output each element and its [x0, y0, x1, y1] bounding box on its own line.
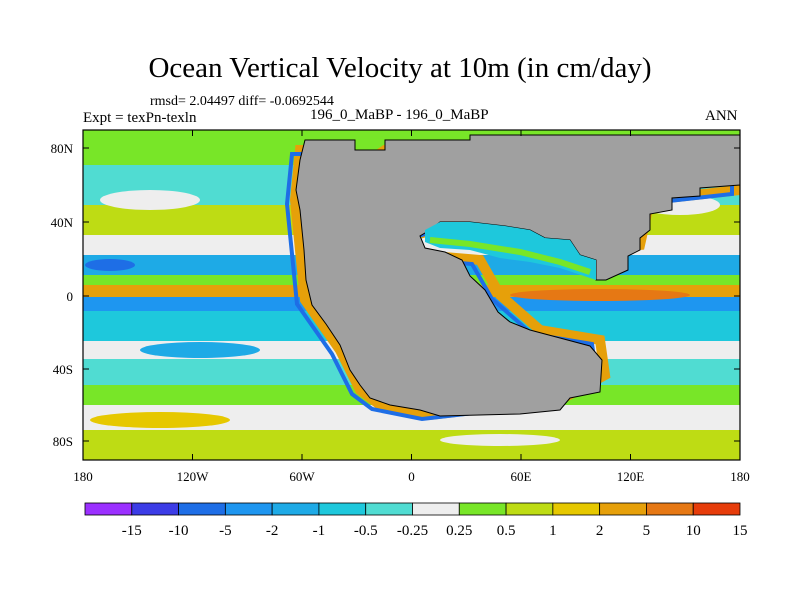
lon-label: 0: [408, 469, 415, 484]
stats-label: rmsd= 2.04497 diff= -0.0692544: [150, 94, 334, 109]
lon-label: 120W: [177, 469, 210, 484]
colorbar-label: 0.25: [446, 523, 472, 539]
lat-label: 40N: [51, 215, 74, 230]
lon-label: 60W: [289, 469, 315, 484]
figure-title: Ocean Vertical Velocity at 10m (in cm/da…: [148, 52, 652, 84]
axis-ticks: 180 120W 60W 0 60E 120E 180 80N 40N 0 40S 80S: [51, 130, 750, 484]
colorbar-label: 0.5: [497, 523, 516, 539]
map-field: [83, 130, 740, 460]
colorbar-swatch: [646, 502, 694, 516]
colorbar-label: -15: [122, 523, 142, 539]
inner-sea-band: [429, 237, 591, 275]
colorbar-swatch: [224, 502, 273, 516]
lat-label: 80S: [53, 434, 73, 449]
colorbar-swatch: [412, 502, 460, 516]
colorbar-swatch: [365, 502, 413, 516]
lon-label: 60E: [511, 469, 532, 484]
case-label: 196_0_MaBP - 196_0_MaBP: [310, 107, 489, 123]
colorbar-swatch: [458, 502, 507, 516]
blob: [90, 412, 230, 428]
colorbar-swatch: [131, 502, 179, 516]
colorbar-swatch: [271, 502, 320, 516]
colorbar-swatch: [692, 502, 741, 516]
lat-label: 0: [67, 289, 74, 304]
land-continent: [295, 134, 740, 417]
colorbar-label: 15: [733, 523, 748, 539]
colorbar-label: 5: [643, 523, 651, 539]
colorbar-label: -0.25: [397, 523, 428, 539]
colorbar-label: 1: [549, 523, 557, 539]
lon-label: 180: [730, 469, 750, 484]
season-label: ANN: [705, 108, 738, 124]
blob: [140, 342, 260, 358]
experiment-label: Expt = texPn-texln: [83, 110, 197, 126]
blob: [85, 259, 135, 271]
colorbar-label: -0.5: [354, 523, 378, 539]
colorbar-label: 10: [686, 523, 701, 539]
blob: [440, 434, 560, 446]
colorbar-swatch: [178, 502, 226, 516]
colorbar-label: -10: [169, 523, 189, 539]
colorbar-swatch: [599, 502, 647, 516]
lon-label: 180: [73, 469, 93, 484]
colorbar-swatch: [505, 502, 554, 516]
colorbar-label: -5: [219, 523, 232, 539]
colorbar-label: -2: [266, 523, 279, 539]
colorbar-swatch: [318, 502, 367, 516]
colorbar-swatch: [552, 502, 601, 516]
colorbar: -15 -10 -5 -2 -1 -0.5 -0.25 0.25 0.5 1 2 5 10 15: [84, 502, 748, 539]
blob: [510, 289, 690, 301]
blob: [100, 190, 200, 210]
colorbar-label: 2: [596, 523, 604, 539]
colorbar-label: -1: [313, 523, 326, 539]
lat-label: 40S: [53, 362, 73, 377]
lat-label: 80N: [51, 141, 74, 156]
colorbar-swatch: [84, 502, 133, 516]
lon-label: 120E: [617, 469, 645, 484]
